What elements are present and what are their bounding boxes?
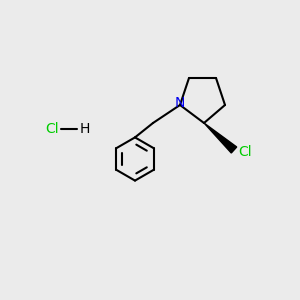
Text: N: N [175, 96, 185, 110]
Text: Cl: Cl [45, 122, 58, 136]
Text: Cl: Cl [238, 145, 252, 158]
Text: H: H [80, 122, 90, 136]
Polygon shape [204, 123, 237, 153]
